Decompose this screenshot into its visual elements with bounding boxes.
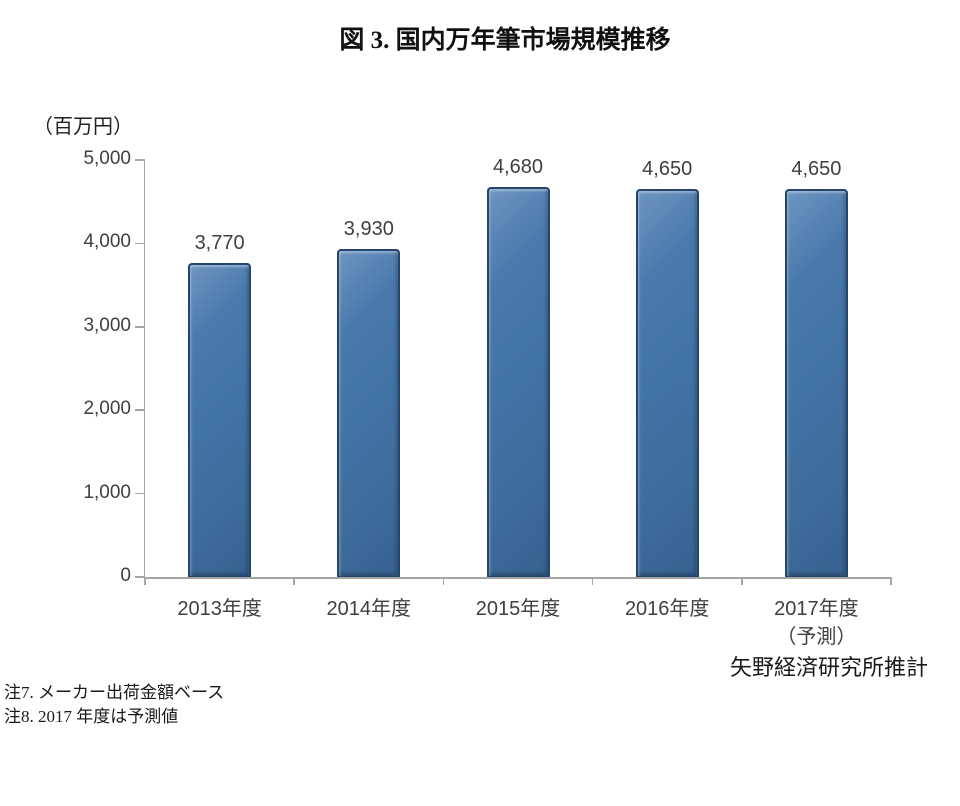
bar-2017年度	[784, 189, 848, 577]
x-category-label: 2013年度	[177, 598, 262, 620]
y-axis-tick	[135, 326, 145, 328]
bar-value-label: 4,650	[791, 158, 842, 181]
y-axis-tick	[135, 492, 145, 495]
y-tick-label: 1,000	[83, 481, 131, 503]
x-category-label: 2014年度	[326, 598, 412, 620]
x-axis-tick	[890, 577, 892, 585]
footnote-7: 注7. メーカー出荷金額ベース	[4, 683, 225, 702]
y-tick-label: 5,000	[83, 148, 131, 169]
bar-value-label: 4,650	[642, 158, 693, 181]
y-axis-tick	[135, 159, 145, 161]
y-tick-label: 0	[120, 565, 131, 586]
y-axis-tick	[135, 242, 145, 245]
y-axis-line	[143, 160, 145, 577]
x-category-label: 2015年度	[475, 598, 561, 620]
bar-2016年度	[635, 189, 699, 577]
x-axis-line	[145, 577, 892, 579]
bar-2015年度	[486, 186, 550, 577]
bar-2014年度	[337, 249, 401, 577]
y-tick-label: 4,000	[83, 231, 131, 253]
x-axis-tick	[442, 577, 445, 585]
x-category-label: 2017年度	[774, 598, 859, 620]
x-axis-tick	[591, 577, 594, 585]
x-category-sublabel: （予測）	[776, 626, 857, 648]
x-axis-tick	[293, 577, 295, 585]
footnotes: 注7. メーカー出荷金額ベース 注8. 2017 年度は予測値	[4, 681, 224, 729]
source-label: 矢野経済研究所推計	[729, 655, 928, 680]
y-tick-label: 3,000	[83, 314, 131, 336]
bar-value-label: 3,770	[194, 231, 245, 254]
bar-2013年度	[188, 262, 252, 577]
bar-value-label: 3,930	[343, 218, 394, 241]
x-axis-tick	[741, 577, 743, 585]
bar-value-label: 4,680	[492, 155, 544, 178]
x-category-label: 2016年度	[624, 598, 710, 620]
y-axis-unit-label: （百万円）	[33, 116, 133, 138]
y-tick-label: 2,000	[83, 398, 131, 420]
y-axis-tick	[135, 409, 145, 411]
footnote-8: 注8. 2017 年度は予測値	[4, 707, 179, 726]
chart-title: 図 3. 国内万年筆市場規模推移	[339, 27, 671, 54]
y-axis-tick	[135, 576, 145, 578]
x-axis-tick	[144, 577, 146, 585]
